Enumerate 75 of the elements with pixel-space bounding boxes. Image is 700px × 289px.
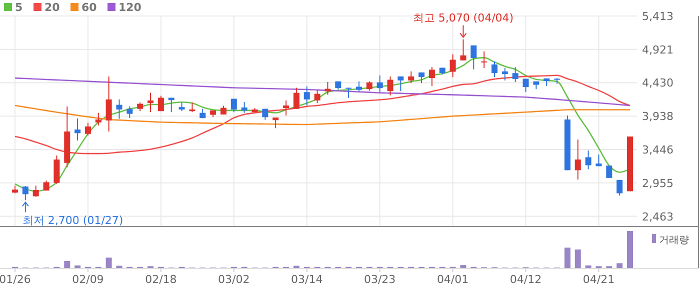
candlestick (366, 80, 372, 92)
y-tick-label: 4,921 (642, 43, 674, 56)
bar (585, 265, 592, 268)
candlestick (324, 82, 331, 96)
y-tick-label: 5,413 (642, 10, 674, 23)
y-tick-label: 2,463 (642, 210, 674, 224)
candlestick (574, 139, 581, 180)
candlestick (450, 54, 456, 78)
bar (460, 265, 466, 268)
candlestick (116, 98, 122, 120)
line-series (14, 77, 631, 106)
candlestick (491, 60, 498, 78)
bar (106, 258, 112, 268)
candlestick (314, 90, 320, 104)
candlestick (398, 76, 404, 92)
bar (574, 250, 581, 268)
line-series (14, 74, 631, 154)
x-tick-label: 03/14 (291, 273, 323, 286)
legend-label: 20 (44, 1, 60, 14)
candlestick (84, 122, 91, 136)
candlestick (148, 92, 154, 113)
candlestick (606, 165, 612, 178)
candlestick (32, 185, 39, 198)
candlestick (522, 78, 529, 93)
candlestick (272, 117, 279, 129)
x-tick-label: 04/21 (582, 273, 615, 286)
candlestick (481, 50, 488, 69)
candlestick (304, 86, 310, 106)
legend-label: 60 (82, 1, 98, 14)
candlestick (189, 102, 196, 113)
candlestick (241, 102, 248, 114)
candlestick (408, 70, 414, 84)
candlestick (293, 87, 300, 110)
candlestick (106, 76, 112, 132)
bar (564, 248, 570, 268)
candlestick (95, 112, 102, 126)
candlestick (470, 44, 477, 70)
x-tick-label: 04/01 (436, 273, 469, 286)
candlestick (230, 98, 237, 113)
legend-label: 거래량 (659, 235, 689, 246)
legend-label: 120 (118, 1, 142, 14)
bar (74, 265, 81, 268)
annotation: 최저 2,700 (01/27) (22, 214, 124, 228)
x-tick-label: 03/23 (364, 273, 396, 286)
candlestick (346, 87, 352, 99)
candlestick (512, 66, 518, 83)
candlestick (502, 68, 508, 81)
x-tick-label: 04/12 (510, 273, 542, 286)
x-tick-label: 03/02 (218, 273, 250, 286)
candlestick (460, 38, 466, 61)
candlestick (126, 106, 133, 119)
candlestick (387, 76, 394, 96)
candlestick (283, 100, 290, 116)
candlestick (356, 80, 362, 93)
x-tick-label: 01/26 (0, 273, 31, 286)
y-tick-label: 2,955 (642, 176, 674, 190)
candlestick (158, 95, 164, 112)
candlestick (585, 150, 592, 170)
candlestick (74, 118, 81, 142)
bar (627, 231, 633, 268)
candlestick (616, 179, 623, 196)
x-tick-label: 02/09 (72, 273, 104, 286)
bar (64, 260, 70, 268)
candlestick (428, 66, 435, 87)
x-tick-label: 02/18 (145, 273, 177, 286)
bar (616, 263, 623, 268)
y-tick-label: 3,938 (642, 110, 674, 124)
y-tick-label: 3,446 (642, 144, 674, 157)
y-tick-label: 4,430 (642, 76, 674, 90)
candlestick (54, 155, 60, 184)
candlestick (376, 74, 383, 93)
candlestick (168, 97, 174, 113)
candlestick (22, 185, 28, 201)
legend-label: 5 (15, 1, 23, 14)
annotation: 최고 5,070 (04/04) (412, 11, 514, 24)
